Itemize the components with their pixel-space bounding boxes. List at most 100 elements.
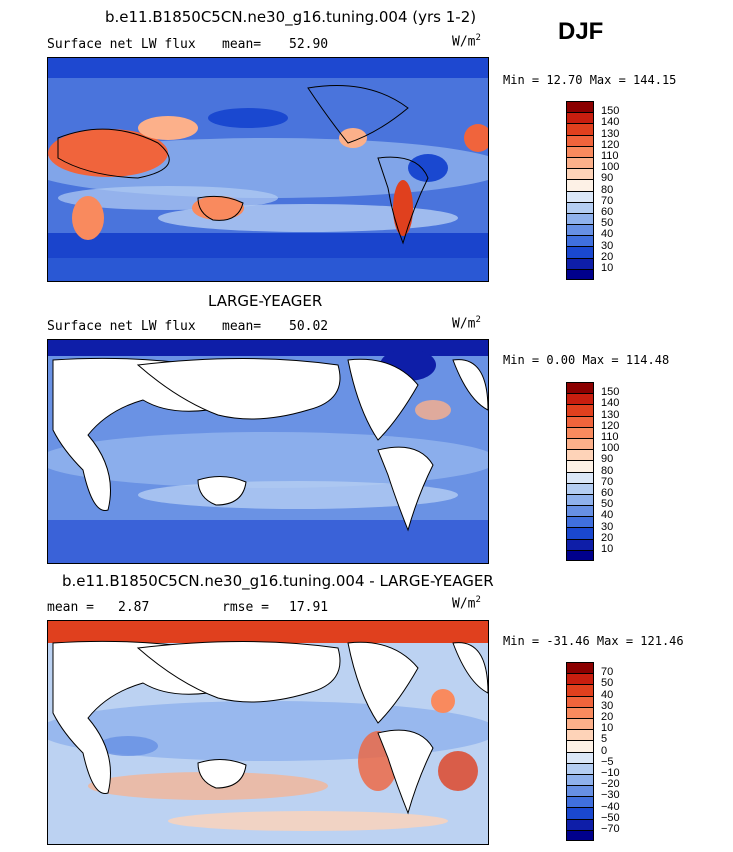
colorbar-tick-label: 130: [601, 408, 620, 421]
panel-3-rmse-label: rmse =: [222, 600, 269, 615]
colorbar-box: [566, 415, 594, 427]
colorbar-box: [566, 449, 594, 461]
panel-1-title: b.e11.B1850C5CN.ne30_g16.tuning.004 (yrs…: [105, 8, 477, 26]
colorbar-box: [566, 268, 594, 280]
colorbar-box: [566, 695, 594, 707]
colorbar-tick-label: 0: [601, 744, 608, 757]
colorbar-box: [566, 493, 594, 506]
colorbar-tick-label: 50: [601, 217, 614, 230]
colorbar-box: [566, 393, 594, 405]
colorbar-box: [566, 145, 594, 157]
colorbar-box: [566, 134, 594, 146]
colorbar-box: [566, 762, 594, 774]
panel-3-map-field: [48, 621, 488, 844]
colorbar-tick-label: 70: [601, 194, 614, 207]
panel-1-mean-label: mean=: [222, 37, 262, 52]
colorbar-box: [566, 729, 594, 741]
colorbar-box: [566, 224, 594, 236]
colorbar-tick-label: −10: [601, 767, 620, 779]
colorbar-tick-label: 50: [601, 677, 614, 690]
panel-2-mean-value: 50.02: [289, 319, 329, 334]
colorbar-box: [566, 773, 594, 786]
colorbar-tick-label: 20: [601, 250, 614, 263]
colorbar-box: [566, 101, 594, 113]
colorbar-tick-label: 120: [601, 138, 620, 151]
panel-3-mean-label: mean =: [47, 600, 94, 615]
colorbar-tick-label: 30: [601, 520, 614, 533]
colorbar-box: [566, 706, 594, 718]
colorbar-box: [566, 818, 594, 830]
colorbar-box: [566, 471, 594, 483]
panel-3-units: W/m2: [452, 595, 481, 612]
panel-3-minmax: Min = -31.46 Max = 121.46: [503, 634, 684, 648]
colorbar-box: [566, 168, 594, 180]
colorbar-box: [566, 426, 594, 438]
colorbar-box: [566, 460, 594, 472]
colorbar-box: [566, 123, 594, 135]
colorbar-tick-label: 60: [601, 206, 614, 218]
colorbar-box: [566, 751, 594, 763]
panel-3-title: b.e11.B1850C5CN.ne30_g16.tuning.004 - LA…: [62, 572, 494, 590]
colorbar-box: [566, 112, 594, 124]
panel-3-mean-value: 2.87: [118, 600, 150, 615]
colorbar-tick-label: 20: [601, 711, 614, 723]
colorbar-tick-label: −50: [601, 811, 620, 824]
colorbar-tick-label: 40: [601, 509, 614, 522]
colorbar-tick-label: −70: [601, 823, 620, 835]
panel-1-minmax: Min = 12.70 Max = 144.15: [503, 73, 677, 87]
panel-2-map-field: [48, 340, 488, 563]
panel-3-map: [47, 620, 489, 845]
colorbar-box: [566, 382, 594, 394]
season-label: DJF: [558, 18, 604, 45]
colorbar-tick-label: 70: [601, 666, 614, 679]
colorbar-tick-label: −40: [601, 800, 620, 813]
colorbar-tick-label: 5: [601, 733, 608, 746]
panel-3-colorbar: [566, 662, 594, 841]
panel-2-title: LARGE-YEAGER: [208, 292, 323, 310]
panel-1-colorbar-ticks: 150 140 130 120 110 100 90 80 70 60 50 40 30 20 10: [601, 101, 631, 281]
colorbar-box: [566, 549, 594, 561]
panel-2-colorbar: [566, 382, 594, 561]
colorbar-tick-label: 60: [601, 487, 614, 499]
colorbar-tick-label: 10: [601, 543, 614, 555]
colorbar-box: [566, 505, 594, 517]
colorbar-tick-label: 140: [601, 397, 620, 410]
colorbar-box: [566, 796, 594, 808]
panel-1-mean-value: 52.90: [289, 37, 329, 52]
colorbar-box: [566, 437, 594, 450]
colorbar-tick-label: −5: [601, 755, 614, 768]
colorbar-tick-label: 10: [601, 262, 614, 274]
colorbar-tick-label: 80: [601, 464, 614, 477]
panel-2-variable: Surface net LW flux: [47, 319, 196, 334]
colorbar-tick-label: 90: [601, 172, 614, 185]
colorbar-tick-label: 150: [601, 105, 620, 118]
colorbar-box: [566, 201, 594, 213]
colorbar-tick-label: 80: [601, 183, 614, 196]
colorbar-box: [566, 235, 594, 247]
panel-1-variable: Surface net LW flux: [47, 37, 196, 52]
panel-1-colorbar: [566, 101, 594, 280]
colorbar-box: [566, 662, 594, 674]
colorbar-tick-label: 20: [601, 531, 614, 544]
panel-2-mean-label: mean=: [222, 319, 262, 334]
colorbar-box: [566, 527, 594, 539]
colorbar-tick-label: 30: [601, 239, 614, 252]
colorbar-tick-label: 30: [601, 699, 614, 712]
panel-1-map: [47, 57, 489, 282]
colorbar-box: [566, 212, 594, 225]
panel-2-units: W/m2: [452, 315, 481, 332]
colorbar-box: [566, 740, 594, 752]
colorbar-tick-label: 120: [601, 419, 620, 432]
colorbar-tick-label: −20: [601, 778, 620, 791]
colorbar-box: [566, 684, 594, 696]
colorbar-tick-label: 100: [601, 161, 620, 174]
colorbar-tick-label: 110: [601, 431, 619, 443]
panel-3-colorbar-ticks: 70 50 40 30 20 10 5 0 −5 −10 −20 −30 −40 −50 −70: [601, 662, 631, 842]
colorbar-box: [566, 829, 594, 841]
colorbar-box: [566, 482, 594, 494]
colorbar-box: [566, 246, 594, 258]
colorbar-box: [566, 404, 594, 416]
colorbar-tick-label: 130: [601, 127, 620, 140]
panel-3-rmse-value: 17.91: [289, 600, 329, 615]
colorbar-box: [566, 516, 594, 528]
